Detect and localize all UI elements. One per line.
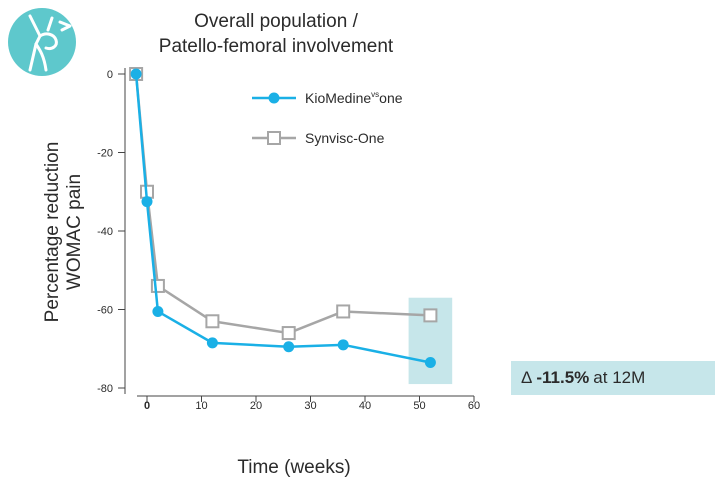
- data-point-synvisc: [281, 326, 296, 341]
- legend-label-kiomedine: KioMedinevsone: [305, 90, 403, 106]
- x-tick-label: 50: [413, 400, 425, 412]
- data-point-synvisc: [205, 314, 220, 329]
- data-point-kiomedine: [206, 337, 218, 349]
- chart-title-line2: Patello-femoral involvement: [159, 36, 394, 57]
- legend: KioMedinevsone Synvisc-One: [252, 90, 403, 146]
- delta-symbol: Δ: [521, 368, 533, 387]
- data-point-kiomedine: [424, 356, 436, 368]
- series-layer: [129, 67, 438, 368]
- y-tick-label: -20: [97, 148, 113, 160]
- data-point-kiomedine: [130, 68, 142, 80]
- data-point-kiomedine: [337, 339, 349, 351]
- x-tick-label: 20: [250, 400, 262, 412]
- x-axis-label: Time (weeks): [237, 457, 350, 478]
- difference-callout: Δ -11.5% at 12M: [511, 361, 715, 395]
- difference-timepoint: at 12M: [593, 368, 646, 387]
- legend-label-synvisc: Synvisc-One: [305, 130, 385, 146]
- y-tick-label: -80: [97, 383, 113, 395]
- data-point-kiomedine: [283, 341, 295, 353]
- y-tick-label: -60: [97, 305, 113, 317]
- y-axis-label-line1: Percentage reduction: [42, 142, 63, 323]
- x-tick-label: 10: [195, 400, 207, 412]
- x-tick-label: 60: [468, 400, 480, 412]
- chart-title-line1: Overall population /: [194, 11, 358, 32]
- y-tick-label: 0: [107, 69, 113, 81]
- series-line-kiomedine: [134, 73, 431, 364]
- x-tick-label: 30: [304, 400, 316, 412]
- y-tick-label: -40: [97, 226, 113, 238]
- data-point-kiomedine: [152, 305, 164, 317]
- data-point-synvisc: [336, 304, 351, 319]
- series-line-synvisc: [134, 73, 431, 335]
- x-tick-label: 0: [144, 400, 150, 412]
- data-point-kiomedine: [141, 196, 153, 208]
- y-axis-ticks: 0 -20 -40 -60 -80: [97, 69, 125, 395]
- knee-joint-icon: [8, 8, 76, 76]
- y-axis-label-line2: WOMAC pain: [64, 174, 85, 290]
- legend-item-kiomedine: KioMedinevsone: [252, 90, 403, 106]
- x-tick-label: 40: [359, 400, 371, 412]
- data-point-synvisc: [423, 308, 438, 323]
- difference-value: -11.5%: [536, 368, 590, 387]
- legend-item-synvisc: Synvisc-One: [252, 130, 385, 146]
- x-axis-ticks: 0 10 20 30 40 50 60: [144, 396, 480, 412]
